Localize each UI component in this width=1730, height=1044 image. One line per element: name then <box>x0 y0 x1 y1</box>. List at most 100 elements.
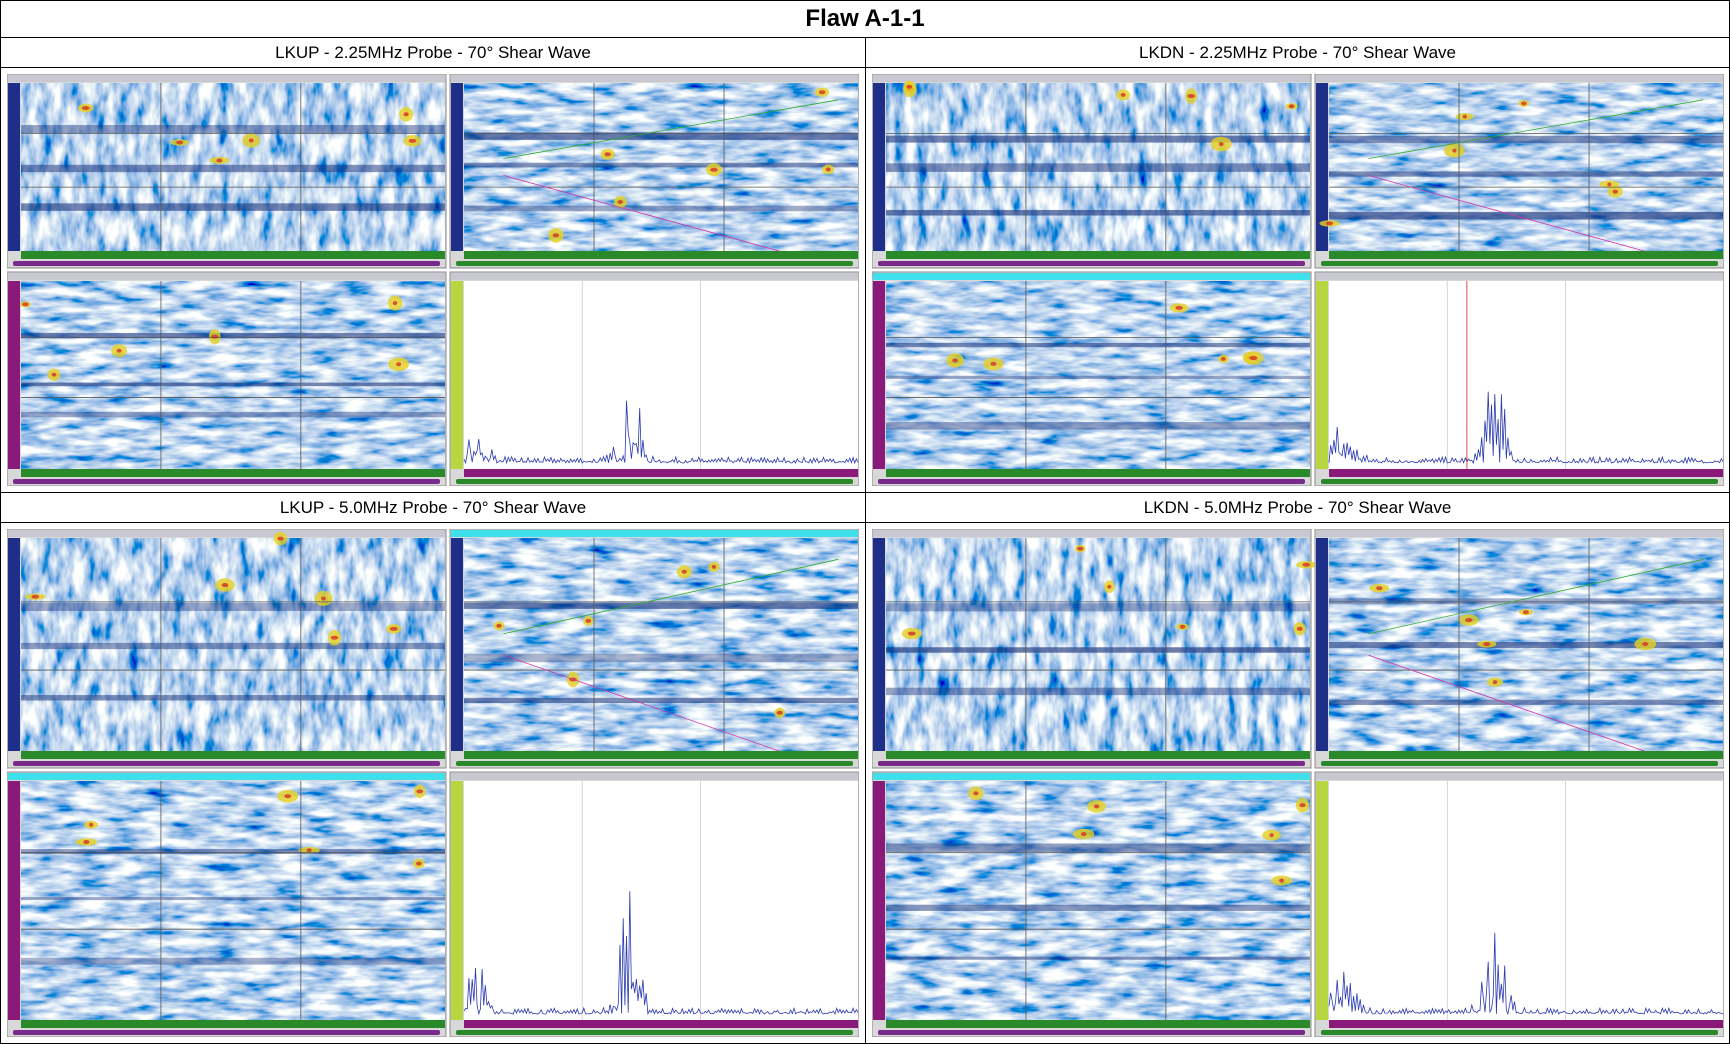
scale-bar <box>464 469 858 477</box>
hot-spot <box>682 570 687 574</box>
echo-band <box>21 203 445 211</box>
hot-spot <box>1326 221 1333 225</box>
hot-spot <box>393 301 397 305</box>
hot-spot <box>1302 563 1310 567</box>
slider <box>878 479 1305 484</box>
scan-panel <box>1315 772 1724 1037</box>
panel-titlebar <box>451 530 858 537</box>
axis-strip <box>451 83 463 251</box>
slider <box>456 761 853 766</box>
echo-band <box>21 695 445 700</box>
heatmap <box>886 538 1310 751</box>
heatmap <box>886 781 1310 1020</box>
hot-spot <box>403 112 408 116</box>
scan-panel <box>872 529 1316 768</box>
echo-band <box>21 643 445 649</box>
echo-band <box>464 603 858 609</box>
hot-spot <box>1250 356 1258 360</box>
hot-spot <box>249 138 254 142</box>
scan-image <box>7 74 859 486</box>
hot-spot <box>990 362 996 366</box>
scan-panel <box>7 74 446 268</box>
scan-image <box>872 529 1724 1037</box>
hot-spot <box>1521 101 1526 105</box>
scale-bar <box>886 751 1310 759</box>
slider <box>13 1030 440 1035</box>
scan-panel <box>872 74 1311 268</box>
scan-panel <box>1315 74 1724 268</box>
echo-band <box>21 383 445 387</box>
hot-spot <box>1094 804 1100 808</box>
heatmap <box>21 281 445 469</box>
scale-bar <box>464 751 858 759</box>
echo-band <box>464 654 858 663</box>
echo-band <box>21 958 445 965</box>
axis-strip <box>8 83 20 251</box>
slider <box>1321 479 1718 484</box>
hot-spot <box>1121 93 1126 97</box>
hot-spot <box>52 373 57 377</box>
hot-spot <box>1269 833 1273 837</box>
hot-spot <box>331 636 339 640</box>
title: Flaw A-1-1 <box>0 0 1730 38</box>
heatmap <box>1329 83 1723 251</box>
scale-bar <box>1329 469 1723 477</box>
echo-band <box>1329 700 1723 705</box>
hot-spot <box>117 349 122 353</box>
hot-spot <box>409 139 417 143</box>
hot-spot <box>222 583 229 587</box>
slider <box>13 261 440 266</box>
hot-spot <box>1081 832 1087 836</box>
scan-cell <box>0 67 866 493</box>
slider <box>456 479 853 484</box>
hot-spot <box>585 619 591 623</box>
echo-band <box>886 688 1310 695</box>
echo-band <box>1329 171 1723 176</box>
hot-spot <box>416 862 422 866</box>
scale-bar <box>464 251 858 259</box>
slider <box>1321 1030 1718 1035</box>
scan-cell <box>0 522 866 1044</box>
axis-strip <box>451 781 463 1020</box>
hot-spot <box>496 624 501 628</box>
scan-panel <box>7 529 446 768</box>
hot-spot <box>1219 142 1224 146</box>
hot-spot <box>83 840 89 844</box>
hot-spot <box>1221 357 1226 361</box>
echo-band <box>886 647 1310 652</box>
panel-titlebar <box>1316 530 1723 537</box>
panel-label: LKUP - 5.0MHz Probe - 70° Shear Wave <box>0 492 866 523</box>
ascan-area <box>1329 781 1723 1020</box>
scan-panel <box>872 772 1311 1037</box>
hot-spot <box>712 565 716 569</box>
slider <box>456 261 853 266</box>
hot-spot <box>1289 104 1295 108</box>
axis-strip <box>873 538 885 751</box>
hot-spot <box>1607 182 1611 186</box>
panel-titlebar <box>8 273 445 280</box>
echo-band <box>886 422 1310 430</box>
hot-spot <box>307 848 312 852</box>
panel-label: LKDN - 5.0MHz Probe - 70° Shear Wave <box>865 492 1730 523</box>
hot-spot <box>1642 642 1648 646</box>
echo-band <box>886 844 1310 852</box>
scale-bar <box>886 251 1310 259</box>
scale-bar <box>1329 251 1723 259</box>
axis-strip <box>873 781 885 1020</box>
echo-band <box>464 698 858 703</box>
hot-spot <box>82 106 90 110</box>
hot-spot <box>1493 680 1497 684</box>
axis-strip <box>8 781 20 1020</box>
hot-spot <box>553 233 560 237</box>
panel-label: LKDN - 2.25MHz Probe - 70° Shear Wave <box>865 37 1730 68</box>
slider <box>13 761 440 766</box>
panel-titlebar <box>873 273 1310 280</box>
echo-band <box>1329 642 1723 648</box>
hot-spot <box>618 200 623 204</box>
scale-bar <box>1329 1020 1723 1028</box>
axis-strip <box>873 83 885 251</box>
scale-bar <box>21 251 445 259</box>
axis-strip <box>8 281 20 469</box>
panel-titlebar <box>873 530 1310 537</box>
slider <box>878 761 1305 766</box>
